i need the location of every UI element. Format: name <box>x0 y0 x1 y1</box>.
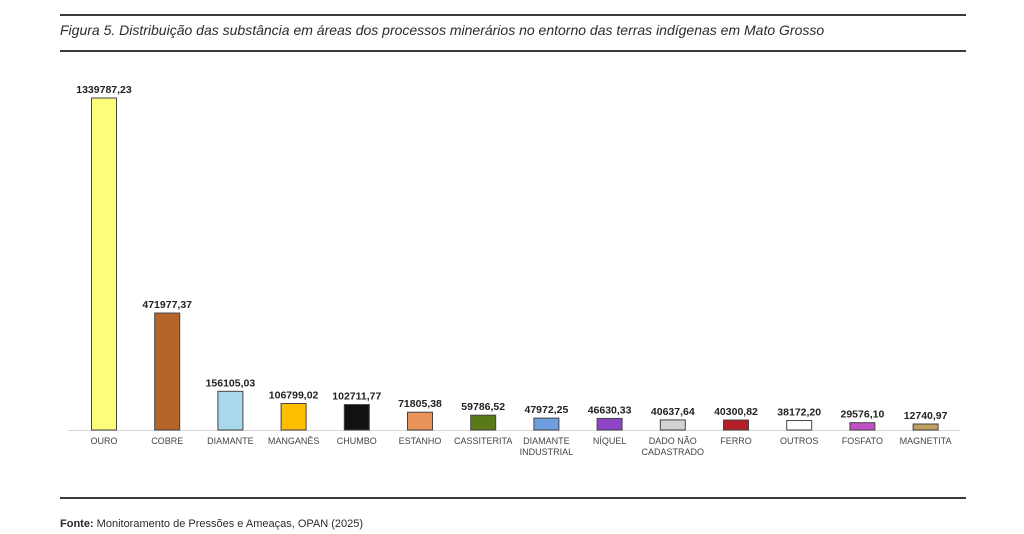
x-tick-label: MANGANÊS <box>268 436 320 446</box>
bar <box>659 419 686 431</box>
bar <box>407 411 433 431</box>
x-tick-label: OURO <box>91 436 118 446</box>
bar <box>154 312 181 431</box>
data-label: 102711,77 <box>332 391 381 403</box>
bar <box>786 420 813 431</box>
data-label: 12740,97 <box>904 410 948 422</box>
data-label: 1339787,23 <box>76 84 132 96</box>
data-label: 29576,10 <box>841 409 885 421</box>
x-tick-label: CASSITERITA <box>454 436 512 446</box>
x-tick-label: ESTANHO <box>399 436 442 446</box>
bar <box>849 422 876 431</box>
data-label: 47972,25 <box>525 404 569 416</box>
data-label: 46630,33 <box>588 404 632 416</box>
bar <box>470 414 497 431</box>
data-label: 38172,20 <box>777 407 821 419</box>
data-label: 156105,03 <box>206 377 256 389</box>
bar <box>91 97 117 431</box>
x-tick-label: CHUMBO <box>337 436 377 446</box>
x-tick-label: MAGNETITA <box>900 436 952 446</box>
x-tick-label: DIAMANTE <box>207 436 254 446</box>
bar <box>280 403 307 431</box>
bar <box>343 404 370 431</box>
source-text: Monitoramento de Pressões e Ameaças, OPA… <box>93 518 364 530</box>
x-tick-label: OUTROS <box>780 436 819 446</box>
caption-bottom-rule <box>60 50 966 52</box>
x-tick-label: COBRE <box>151 436 183 446</box>
figure-caption: Figura 5. Distribuição das substância em… <box>60 22 825 38</box>
bar <box>912 423 939 431</box>
source-top-rule <box>60 497 966 499</box>
x-tick-label: INDUSTRIAL <box>520 447 574 457</box>
source-note: Fonte: Monitoramento de Pressões e Ameaç… <box>60 518 363 530</box>
data-label: 471977,37 <box>142 299 192 311</box>
source-label: Fonte: <box>60 518 94 530</box>
x-tick-label: DADO NÃO <box>649 436 697 446</box>
x-tick-label: CADASTRADO <box>642 447 705 457</box>
bar <box>217 390 244 431</box>
bar <box>723 419 749 431</box>
caption-top-rule <box>60 14 966 16</box>
x-tick-label: NÍQUEL <box>593 436 627 446</box>
bar <box>596 417 623 431</box>
x-tick-label: DIAMANTE <box>523 436 570 446</box>
data-label: 59786,52 <box>461 401 505 413</box>
data-label: 40300,82 <box>714 406 758 418</box>
data-label: 40637,64 <box>651 406 695 418</box>
bar <box>533 417 560 431</box>
data-label: 106799,02 <box>269 390 319 402</box>
x-tick-label: FOSFATO <box>842 436 883 446</box>
data-label: 71805,38 <box>398 398 442 410</box>
x-tick-label: FERRO <box>720 436 752 446</box>
